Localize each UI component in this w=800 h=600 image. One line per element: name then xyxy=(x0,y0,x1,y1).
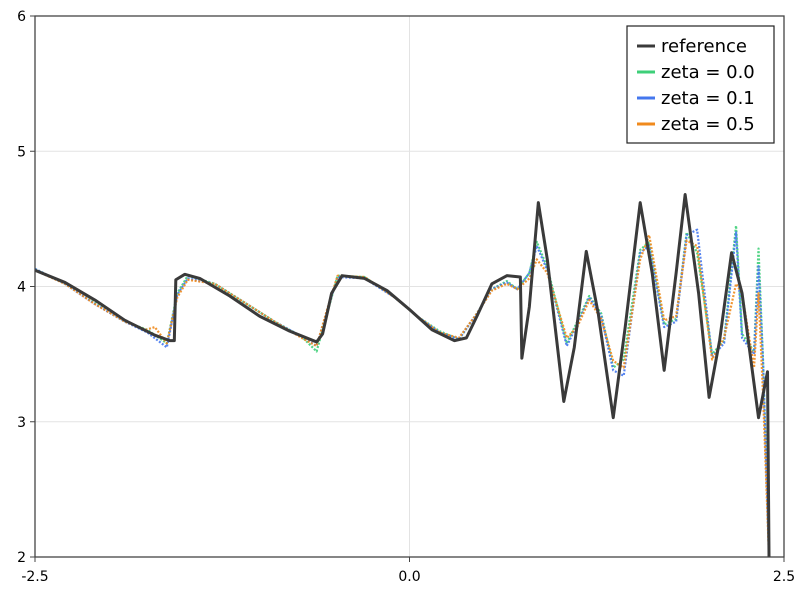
y-tick-label: 3 xyxy=(17,415,26,431)
y-tick-label: 4 xyxy=(17,280,26,296)
legend-label: reference xyxy=(661,36,747,57)
y-tick-label: 5 xyxy=(17,144,26,160)
series-line-zeta-0-5 xyxy=(35,234,771,557)
series-group xyxy=(35,193,771,557)
y-tick-label: 2 xyxy=(17,550,26,566)
x-axis: -2.5 0.0 2.5 xyxy=(21,557,795,585)
legend-label: zeta = 0.1 xyxy=(661,88,755,109)
y-axis: 2 3 4 5 6 xyxy=(17,9,35,566)
legend-label: zeta = 0.0 xyxy=(661,62,755,83)
x-tick-label: -2.5 xyxy=(21,569,48,585)
series-line-reference xyxy=(35,193,771,557)
plot-area xyxy=(35,193,771,557)
y-tick-label: 6 xyxy=(17,9,26,25)
legend: reference zeta = 0.0 zeta = 0.1 zeta = 0.5 xyxy=(626,25,775,144)
legend-label: zeta = 0.5 xyxy=(661,114,755,135)
x-tick-label: 0.0 xyxy=(398,569,420,585)
x-tick-label: 2.5 xyxy=(773,569,795,585)
